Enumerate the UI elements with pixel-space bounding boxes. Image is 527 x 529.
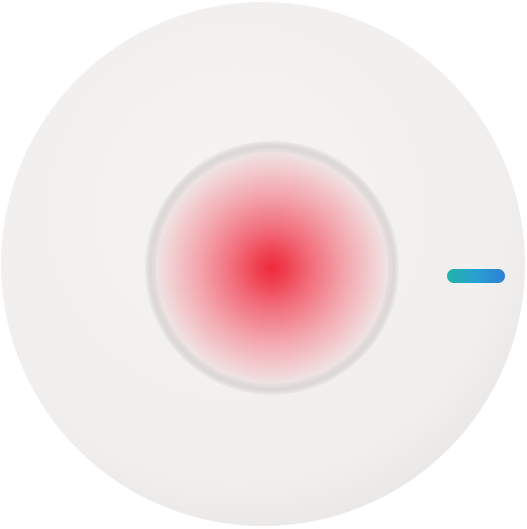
red-light-button [156, 152, 388, 384]
status-led [447, 269, 505, 283]
